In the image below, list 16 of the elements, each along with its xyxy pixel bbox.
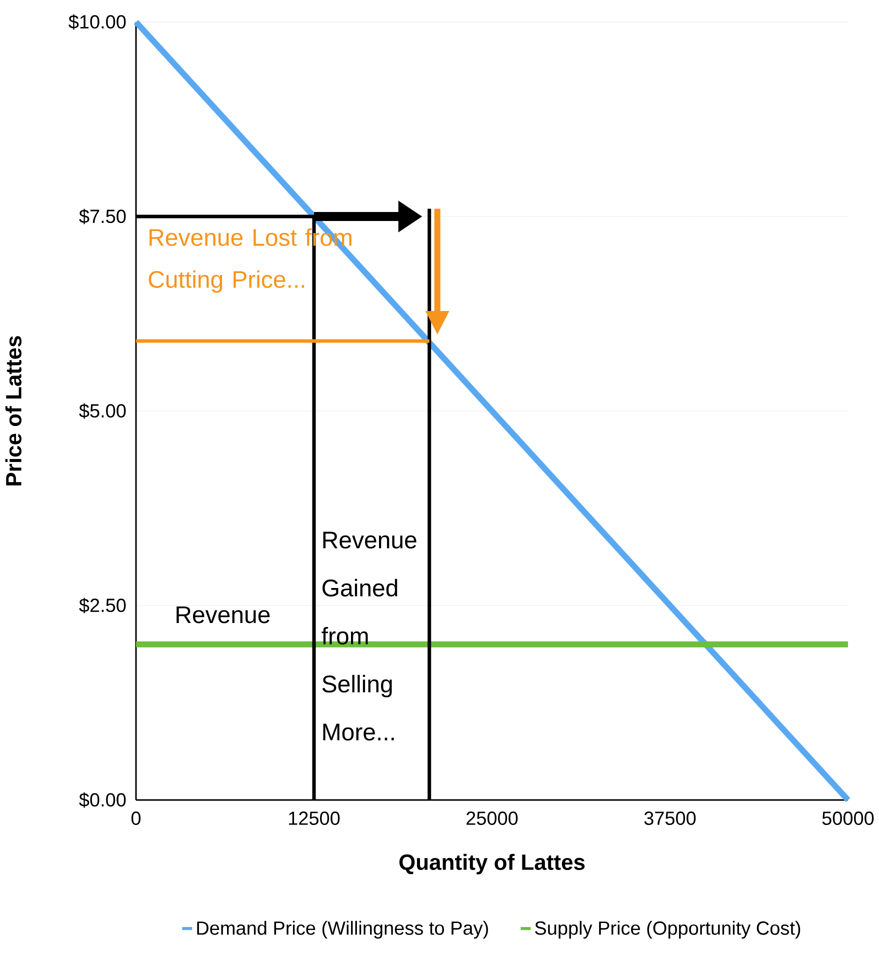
legend-label: Demand Price (Willingness to Pay) <box>197 920 488 939</box>
y-axis-title: Price of Lattes <box>5 336 22 486</box>
annotation: Revenue <box>176 606 270 624</box>
y-tick-label: $7.50 <box>79 208 126 224</box>
x-tick-label: 37500 <box>644 812 696 825</box>
y-tick-label: $2.50 <box>79 598 126 614</box>
legend-label: Supply Price (Opportunity Cost) <box>535 920 800 939</box>
x-tick-label: 50000 <box>822 812 874 825</box>
y-tick-label: $0.00 <box>79 792 126 808</box>
y-tick-label: $10.00 <box>68 14 126 30</box>
x-axis-title: Quantity of Lattes <box>399 854 585 874</box>
x-tick-label: 12500 <box>289 812 340 825</box>
y-tick-label: $5.00 <box>79 403 126 419</box>
x-tick-label: 25000 <box>466 812 518 825</box>
x-tick-label: 0 <box>131 812 141 825</box>
text: Revenue Gained from Selling More... <box>322 532 416 741</box>
